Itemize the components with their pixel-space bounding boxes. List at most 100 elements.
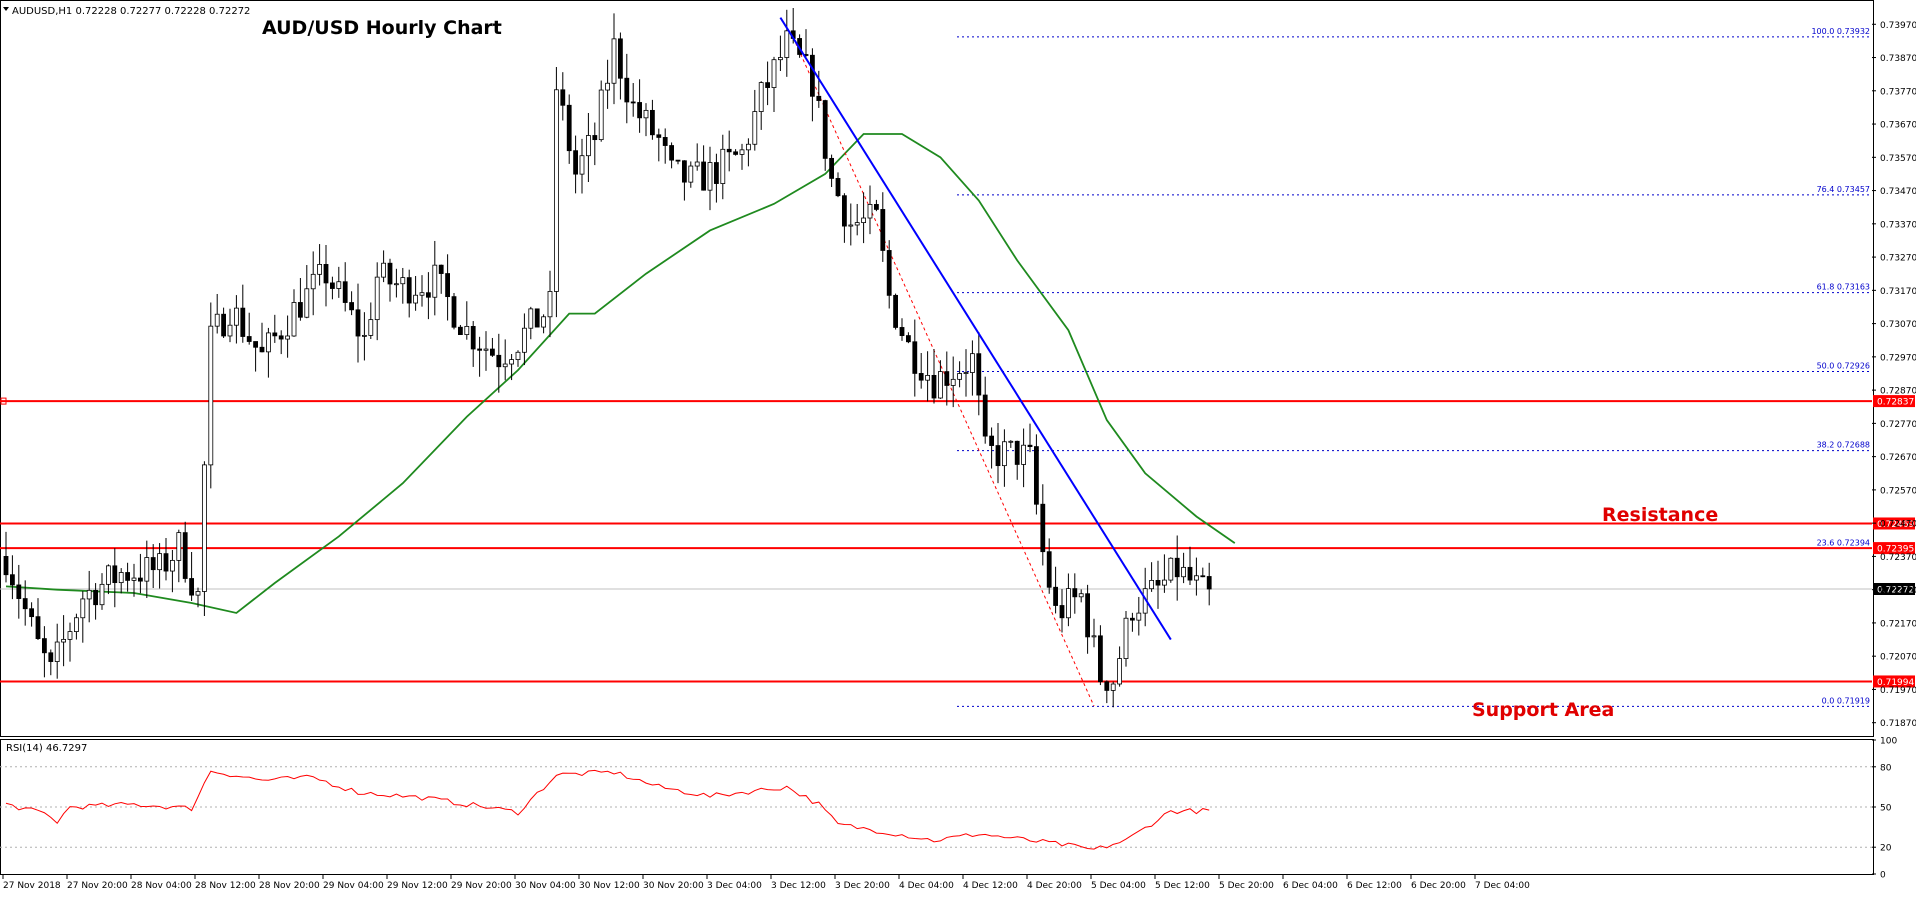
candle-body	[1206, 576, 1212, 590]
resistance-label: Resistance	[1602, 504, 1718, 526]
dropdown-arrow-icon[interactable]	[3, 7, 9, 11]
level-price-label: 0.71994	[1877, 678, 1914, 688]
candle-body	[995, 445, 1001, 467]
candle-body	[630, 101, 636, 104]
fib-level-label: 61.8 0.73163	[1817, 283, 1870, 292]
candle-body	[432, 264, 438, 298]
candle-body	[1098, 635, 1103, 683]
candle-body	[579, 155, 585, 175]
candle-body	[208, 325, 214, 466]
candle-body	[1187, 566, 1193, 581]
candle-body	[611, 38, 617, 84]
candle-body	[470, 326, 476, 350]
candle-body	[1136, 612, 1142, 621]
candle-body	[534, 308, 540, 328]
candle-body	[67, 631, 73, 640]
candle-body	[739, 149, 745, 155]
zigzag-line[interactable]	[792, 37, 1095, 707]
candle-body	[829, 157, 834, 179]
time-tick-label: 6 Dec 12:00	[1347, 881, 1402, 891]
price-tick-label: 0.72570	[1880, 486, 1916, 496]
candle-body	[989, 435, 994, 446]
candle-body	[112, 565, 118, 584]
candle-body	[1085, 593, 1090, 638]
candle-body	[74, 617, 79, 632]
candle-body	[137, 577, 143, 582]
candle-body	[3, 556, 9, 576]
candlesticks	[3, 8, 1212, 708]
candle-body	[515, 351, 521, 360]
horizontal-levels[interactable]: 0.72837 0.72469 0.72395 0.71994 0.72272	[0, 395, 1915, 688]
candle-body	[464, 326, 470, 336]
level-price-label: 0.72837	[1877, 398, 1914, 408]
candle-body	[944, 371, 950, 386]
candle-body	[1155, 579, 1161, 586]
candle-body	[925, 374, 930, 381]
candle-body	[758, 82, 764, 112]
candle-body	[182, 532, 188, 579]
time-tick-label: 3 Dec 12:00	[771, 881, 826, 891]
candle-body	[605, 82, 610, 91]
candle-body	[93, 589, 98, 606]
rsi-tick-label: 100	[1880, 737, 1897, 747]
candle-body	[682, 160, 687, 183]
candle-body	[80, 598, 86, 619]
candle-body	[528, 308, 534, 329]
candle-body	[169, 559, 175, 572]
candle-body	[867, 204, 873, 219]
candle-body	[726, 148, 732, 153]
candle-body	[976, 353, 982, 396]
time-tick-label: 5 Dec 12:00	[1155, 881, 1210, 891]
candle-body	[272, 332, 278, 337]
candle-body	[150, 557, 156, 571]
price-axis: 0.73970 0.73870 0.73770 0.73670 0.73570 0.734…	[1872, 21, 1916, 729]
fibonacci-retracement[interactable]: 100.0 0.73932 76.4 0.73457 61.8 0.73163 50.…	[957, 27, 1872, 707]
candle-body	[598, 89, 604, 141]
candle-body	[221, 313, 227, 337]
candle-body	[349, 302, 355, 311]
candle-body	[650, 109, 655, 136]
candle-body	[746, 143, 751, 151]
candle-body	[368, 319, 374, 336]
trend-line[interactable]	[779, 17, 1172, 641]
price-tick-label: 0.71870	[1880, 719, 1916, 729]
price-tick-label: 0.73270	[1880, 254, 1916, 264]
candle-body	[771, 59, 777, 88]
fib-level-label: 0.0 0.71919	[1822, 696, 1870, 705]
candle-body	[195, 591, 201, 596]
candle-body	[48, 652, 54, 662]
rsi-tick-label: 20	[1880, 844, 1892, 854]
candle-body	[477, 348, 483, 351]
candle-body	[566, 104, 572, 152]
candle-body	[931, 374, 937, 399]
price-tick-label: 0.72370	[1880, 553, 1916, 563]
candle-body	[822, 100, 828, 159]
candle-body	[938, 371, 943, 399]
time-tick-label: 5 Dec 20:00	[1219, 881, 1274, 891]
candle-body	[1200, 575, 1206, 578]
time-tick-label: 28 Nov 20:00	[259, 881, 320, 891]
candle-body	[1021, 444, 1026, 465]
candle-body	[413, 294, 419, 304]
candle-body	[144, 557, 150, 582]
candle-body	[950, 378, 956, 386]
candle-body	[1117, 658, 1122, 685]
candle-body	[694, 161, 700, 167]
candle-body	[1014, 440, 1020, 465]
time-axis: 27 Nov 2018 27 Nov 20:00 28 Nov 04:00 28 No…	[2, 874, 1530, 891]
time-tick-label: 29 Nov 20:00	[451, 881, 512, 891]
candle-body	[265, 332, 271, 353]
candle-body	[1091, 635, 1097, 638]
candle-body	[912, 341, 918, 374]
zigzag-segment	[792, 37, 1095, 707]
level-price-tag	[1873, 675, 1915, 688]
candle-body	[54, 641, 60, 662]
time-tick-label: 29 Nov 12:00	[387, 881, 448, 891]
candle-body	[323, 264, 329, 284]
candle-body	[297, 302, 303, 318]
level-anchor-marker	[0, 397, 7, 405]
price-tick-label: 0.72970	[1880, 353, 1916, 363]
candle-body	[125, 572, 130, 581]
candle-body	[982, 394, 988, 437]
price-tick-label: 0.73070	[1880, 320, 1916, 330]
